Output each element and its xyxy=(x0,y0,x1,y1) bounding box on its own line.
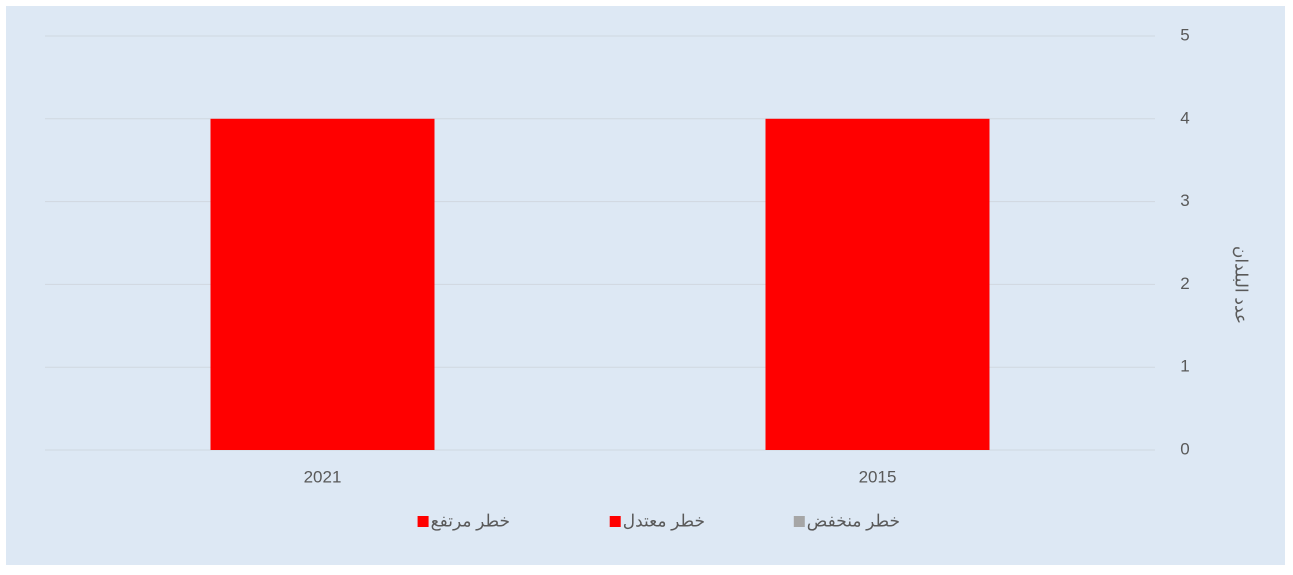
y-tick-label: 2 xyxy=(1180,274,1189,293)
legend-swatch xyxy=(793,516,805,527)
y-tick-label: 4 xyxy=(1180,108,1189,127)
y-tick-label: 5 xyxy=(1180,25,1189,44)
bar-segment xyxy=(210,118,435,451)
y-tick-label: 0 xyxy=(1180,439,1189,458)
chart-background xyxy=(6,6,1285,565)
legend-swatch xyxy=(609,516,621,527)
legend-label: خطر منخفض xyxy=(807,511,900,531)
x-tick-label: 2015 xyxy=(859,467,897,486)
legend-label: خطر معتدل xyxy=(623,511,705,531)
legend-swatch xyxy=(417,516,429,527)
bar-segment xyxy=(765,118,990,451)
x-tick-label: 2021 xyxy=(304,467,342,486)
y-axis-label: عدد البلدان xyxy=(1232,246,1251,324)
y-tick-label: 1 xyxy=(1180,357,1189,376)
y-tick-label: 3 xyxy=(1180,191,1189,210)
legend-label: خطر مرتفع xyxy=(431,511,510,531)
